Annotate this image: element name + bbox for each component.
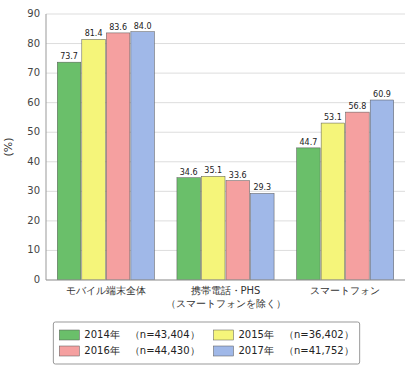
bar [177,178,201,280]
data-label: 81.4 [85,29,103,38]
bars [57,32,393,280]
y-tick-label: 90 [27,8,40,19]
bar [370,100,394,280]
data-label: 33.6 [229,171,247,180]
bar [106,33,130,280]
x-tick-label-line: （スマートフォンを除く） [166,298,286,309]
bar [297,148,321,280]
x-tick-label-line: 携帯電話・PHS [191,285,261,296]
chart: 0 10 20 30 40 50 60 70 80 90 (%) 73.7 34.6 44.7 81.4 35… [0,0,413,368]
x-tick-label: モバイル端末全体 [66,285,146,296]
y-tick-label: 0 [34,274,40,285]
y-tick-label: 20 [27,215,40,226]
y-tick-label: 80 [27,38,40,49]
x-axis-line [46,280,405,281]
legend-item: 2015年 （n=36,402） [214,329,354,340]
legend: 2014年 （n=43,404） 2015年 （n=36,402） 2016年 （n… [53,322,359,364]
legend-label: 2014年 （n=43,404） [84,329,199,340]
legend-swatch [59,330,79,340]
bar [251,193,275,280]
grid-line [46,280,405,281]
legend-swatch [59,346,79,356]
bar [57,62,81,280]
data-label: 53.1 [324,113,342,122]
legend-frame [53,322,359,364]
x-tick-label: スマートフォン [310,285,380,296]
legend-item: 2017年 （n=41,752） [214,345,354,356]
bar [82,39,106,280]
grid [46,14,405,280]
y-tick-label: 10 [27,244,40,255]
legend-swatch [214,330,234,340]
data-label: 34.6 [180,168,198,177]
y-tick-label: 40 [27,156,40,167]
y-tick-label: 50 [27,126,40,137]
data-label: 44.7 [299,138,317,147]
bar [131,32,155,280]
y-tick-label: 60 [27,97,40,108]
y-axis-label: (%) [2,137,15,156]
data-label: 84.0 [134,22,152,31]
x-tick-label-line: モバイル端末全体 [66,285,146,296]
data-label: 35.1 [204,166,222,175]
legend-item: 2016年 （n=44,430） [59,345,199,356]
bar [201,176,225,280]
y-axis-line [46,14,47,280]
x-tick-label-line: スマートフォン [310,285,380,296]
data-label: 29.3 [253,183,271,192]
data-label: 73.7 [60,52,78,61]
legend-label: 2016年 （n=44,430） [84,345,199,356]
bar [346,112,370,280]
legend-item: 2014年 （n=43,404） [59,329,199,340]
grid-line [46,14,405,15]
x-tick-label: 携帯電話・PHS （スマートフォンを除く） [166,285,286,309]
legend-label: 2017年 （n=41,752） [239,345,354,356]
y-tick-label: 70 [27,67,40,78]
y-tick-label: 30 [27,185,40,196]
bar [226,181,250,280]
data-label: 60.9 [373,90,391,99]
data-label: 56.8 [349,102,367,111]
legend-swatch [214,346,234,356]
data-label: 83.6 [109,23,127,32]
data-labels: 73.7 34.6 44.7 81.4 35.1 53.1 83.6 33.6 56.8 84.0… [60,22,391,193]
legend-label: 2015年 （n=36,402） [239,329,354,340]
bar [321,123,345,280]
